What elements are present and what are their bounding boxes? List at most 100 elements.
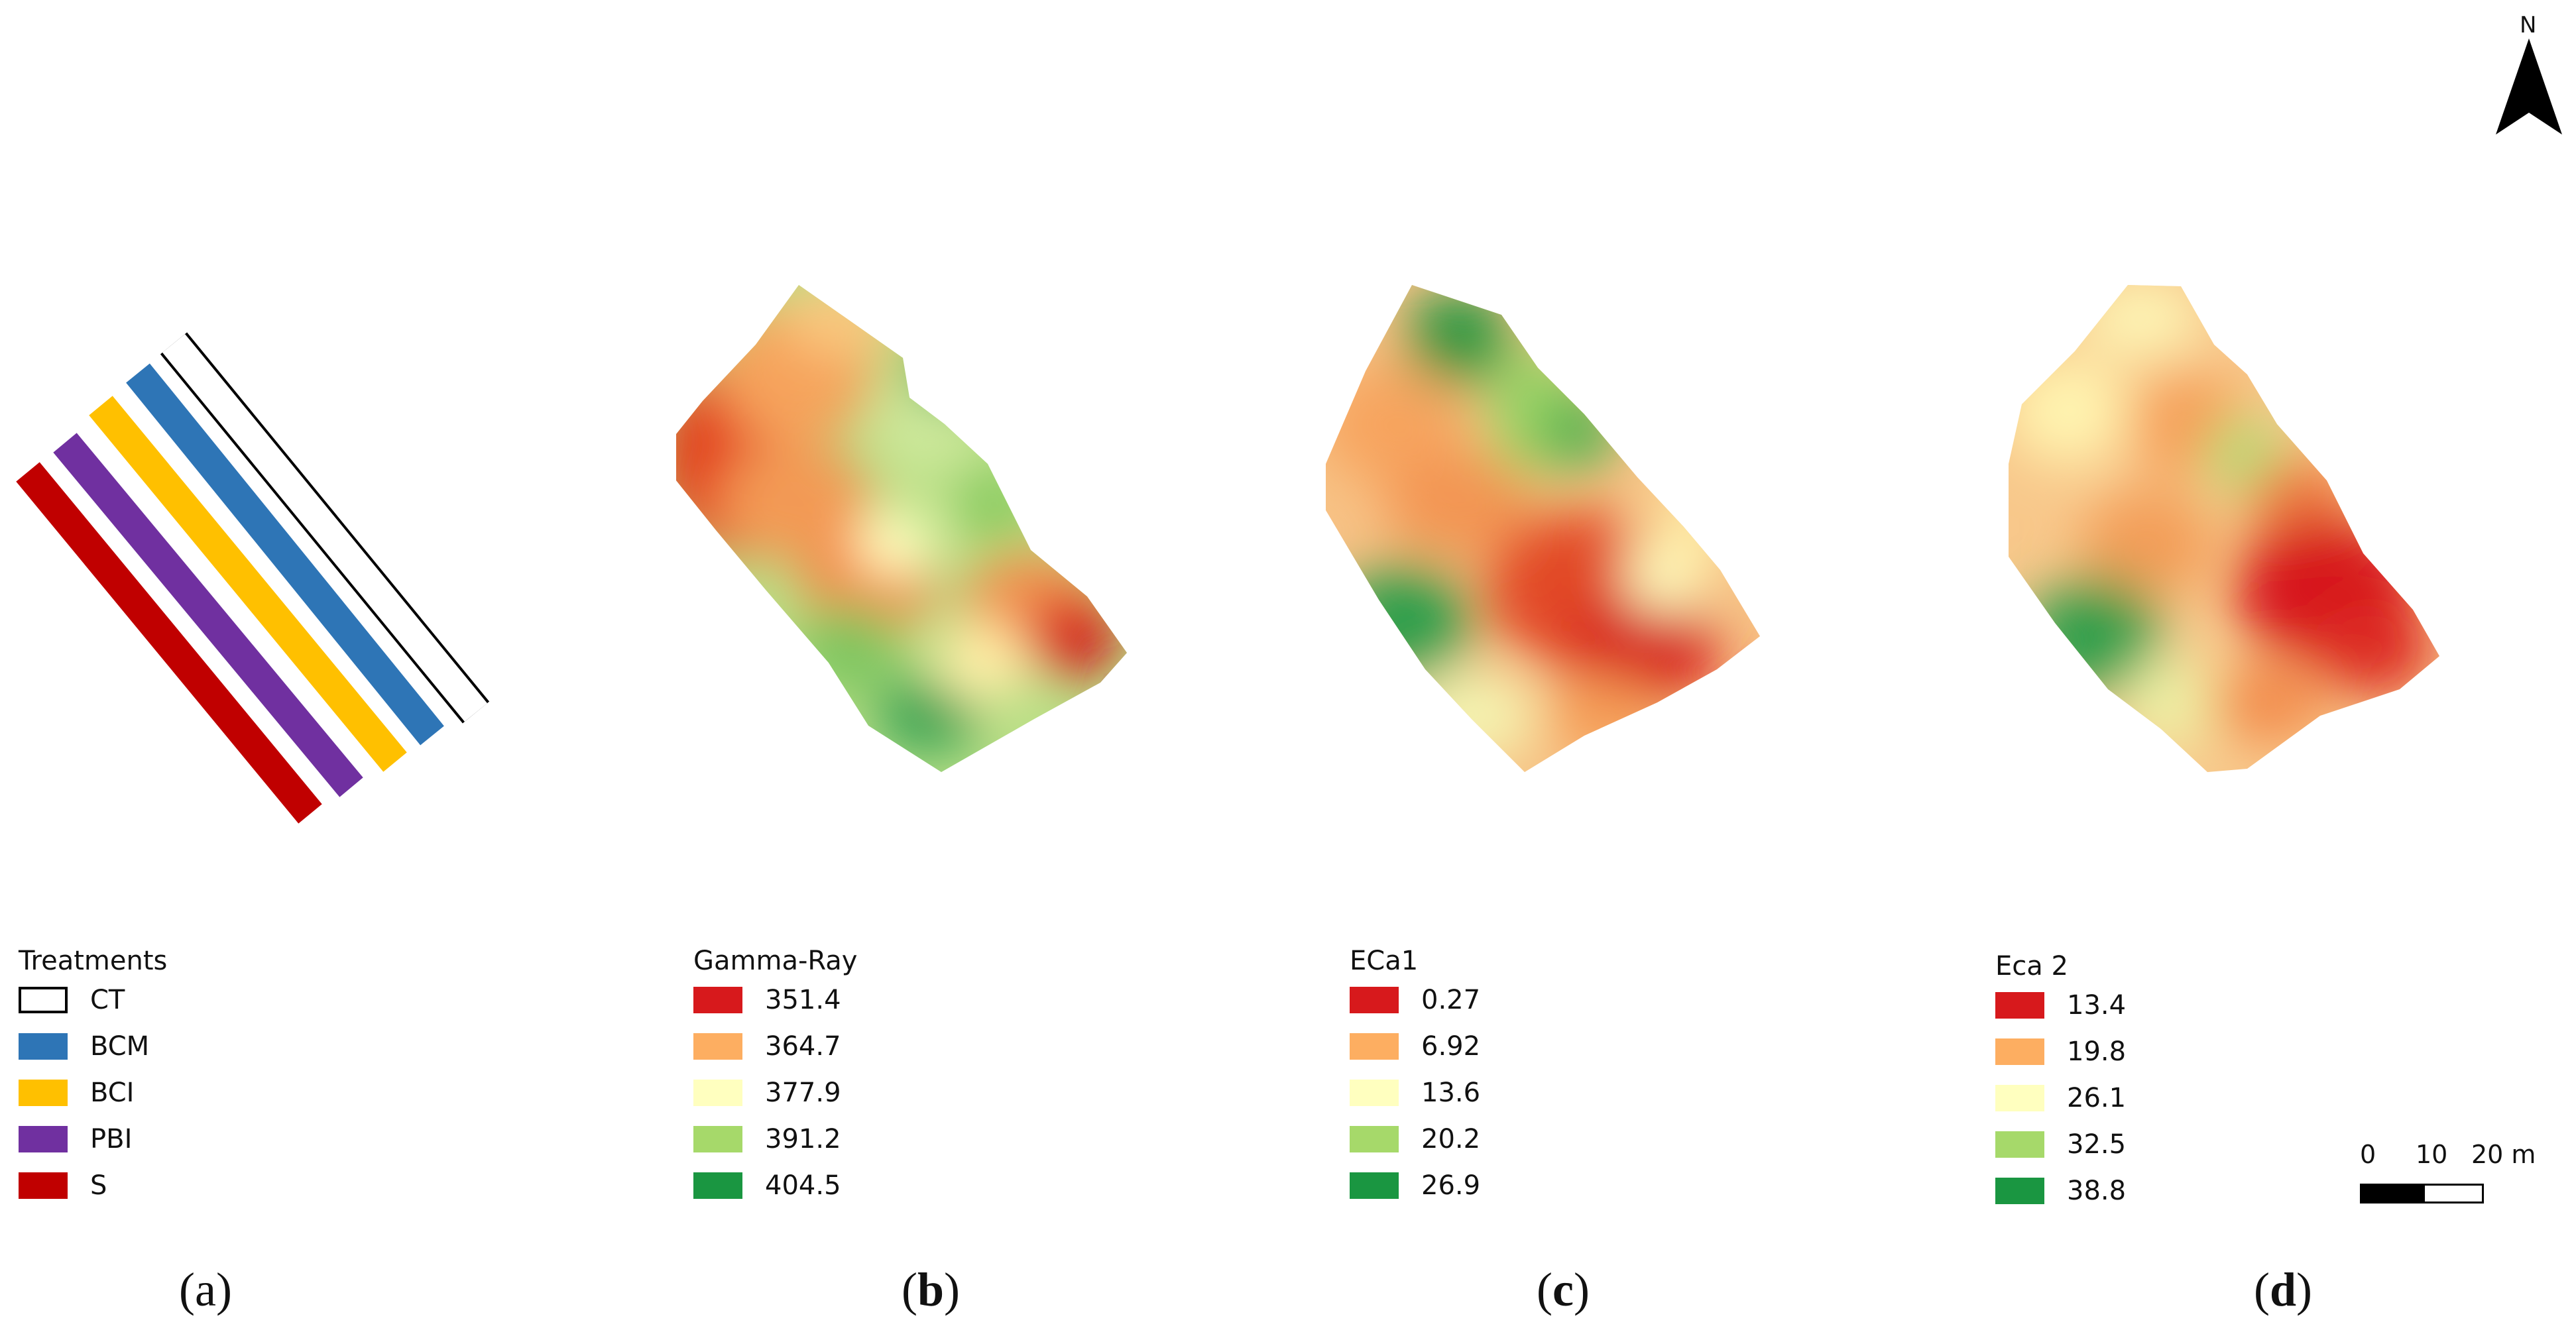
legend-label: 19.8: [2067, 1036, 2127, 1067]
legend-swatch: [693, 1126, 742, 1152]
panel-label-d: (d): [2254, 1262, 2312, 1317]
legend-item: CT: [19, 977, 167, 1023]
legend-label: 364.7: [765, 1031, 841, 1062]
panel-label-c: (c): [1537, 1262, 1590, 1317]
legend-swatch: [693, 1172, 742, 1199]
legend-swatch: [1995, 992, 2044, 1019]
legend-label: CT: [90, 985, 125, 1015]
legend-eca2: Eca 2 13.4 19.8 26.1 32.5 38.8: [1995, 950, 2126, 1214]
legend-item: 391.2: [693, 1116, 857, 1162]
legend-item: BCI: [19, 1070, 167, 1116]
legend-label: 32.5: [2067, 1129, 2127, 1160]
legend-label: 351.4: [765, 985, 841, 1015]
legend-swatch: [19, 1126, 68, 1152]
legend-item: 6.92: [1350, 1023, 1480, 1070]
legend-item: 26.1: [1995, 1075, 2126, 1121]
panel-label-open: (: [902, 1263, 917, 1316]
legend-label: 20.2: [1421, 1124, 1481, 1154]
legend-item: 377.9: [693, 1070, 857, 1116]
legend-swatch: [19, 1172, 68, 1199]
legend-item: 32.5: [1995, 1121, 2126, 1168]
legend-swatch: [1350, 1172, 1399, 1199]
legend-label: 26.1: [2067, 1083, 2127, 1113]
strip-s: [16, 462, 322, 824]
legend-swatch: [19, 1033, 68, 1060]
panel-label-open: (: [179, 1263, 195, 1316]
legend-item: 351.4: [693, 977, 857, 1023]
legend-swatch: [1995, 1085, 2044, 1111]
legend-title: Gamma-Ray: [693, 946, 858, 976]
panel-label-close: ): [1573, 1263, 1590, 1316]
legend-label: 377.9: [765, 1078, 841, 1108]
panel-label-letter: c: [1552, 1263, 1574, 1316]
panel-label-close: ): [2296, 1263, 2313, 1316]
legend-item: 38.8: [1995, 1168, 2126, 1214]
legend-label: 13.6: [1421, 1078, 1481, 1108]
legend-title: Treatments: [19, 946, 168, 976]
legend-swatch: [1350, 1033, 1399, 1060]
legend-swatch: [693, 1033, 742, 1060]
legend-label: 6.92: [1421, 1031, 1481, 1062]
legend-swatch: [1350, 1080, 1399, 1106]
panel-label-open: (: [2254, 1263, 2270, 1316]
scale-segment-black: [2360, 1184, 2425, 1203]
legend-label: PBI: [90, 1124, 133, 1154]
legend-label: S: [90, 1170, 107, 1201]
legend-label: BCM: [90, 1031, 150, 1062]
panel-label-letter: a: [194, 1263, 216, 1316]
legend-item: BCM: [19, 1023, 167, 1070]
legend-item: 0.27: [1350, 977, 1480, 1023]
scale-ticks: 0 10 20 m: [2360, 1140, 2559, 1172]
legend-label: 391.2: [765, 1124, 841, 1154]
legend-treatments: Treatments CT BCM BCI PBI S: [19, 945, 167, 1209]
legend-item: 26.9: [1350, 1162, 1480, 1209]
scale-bar-graphic: [2360, 1184, 2559, 1203]
panel-label-close: ): [215, 1263, 232, 1316]
panel-label-b: (b): [902, 1262, 960, 1317]
legend-swatch: [1995, 1178, 2044, 1204]
treatment-strips: [16, 332, 490, 824]
strip-bcm: [126, 363, 444, 746]
legend-item: 13.4: [1995, 982, 2126, 1029]
scale-tick-label: 20 m: [2471, 1140, 2536, 1169]
legend-label: BCI: [90, 1078, 135, 1108]
strip-bci: [89, 396, 407, 772]
legend-swatch: [1995, 1131, 2044, 1158]
gamma-ray-map: [676, 285, 1127, 772]
panel-label-open: (: [1537, 1263, 1552, 1316]
eca2-map: [2009, 285, 2439, 772]
legend-swatch: [693, 987, 742, 1013]
legend-swatch: [1350, 1126, 1399, 1152]
strip-ct-fill: [162, 334, 488, 722]
legend-title: ECa1: [1350, 946, 1419, 976]
legend-eca1: ECa1 0.27 6.92 13.6 20.2 26.9: [1350, 945, 1480, 1209]
legend-item: 19.8: [1995, 1029, 2126, 1075]
legend-label: 0.27: [1421, 985, 1481, 1015]
legend-swatch: [19, 987, 68, 1013]
legend-swatch: [693, 1080, 742, 1106]
scale-tick-label: 10: [2416, 1140, 2448, 1169]
north-label: N: [2520, 12, 2537, 38]
legend-item: 364.7: [693, 1023, 857, 1070]
panel-label-close: ): [944, 1263, 961, 1316]
legend-swatch: [1350, 987, 1399, 1013]
legend-gamma-ray: Gamma-Ray 351.4 364.7 377.9 391.2 404.5: [693, 945, 857, 1209]
strip-pbi: [53, 433, 363, 797]
scale-bar: 0 10 20 m: [2360, 1140, 2559, 1203]
panel-label-letter: b: [917, 1263, 945, 1316]
legend-label: 26.9: [1421, 1170, 1481, 1201]
legend-item: S: [19, 1162, 167, 1209]
north-arrow-icon: [2496, 38, 2562, 135]
eca1-map: [1326, 285, 1760, 772]
legend-label: 38.8: [2067, 1176, 2127, 1206]
scale-segment-white: [2423, 1184, 2484, 1203]
legend-swatch: [19, 1080, 68, 1106]
legend-label: 404.5: [765, 1170, 841, 1201]
legend-item: 20.2: [1350, 1116, 1480, 1162]
legend-swatch: [1995, 1038, 2044, 1065]
legend-item: 404.5: [693, 1162, 857, 1209]
panel-label-a: (a): [179, 1262, 232, 1317]
panel-label-letter: d: [2269, 1263, 2297, 1316]
